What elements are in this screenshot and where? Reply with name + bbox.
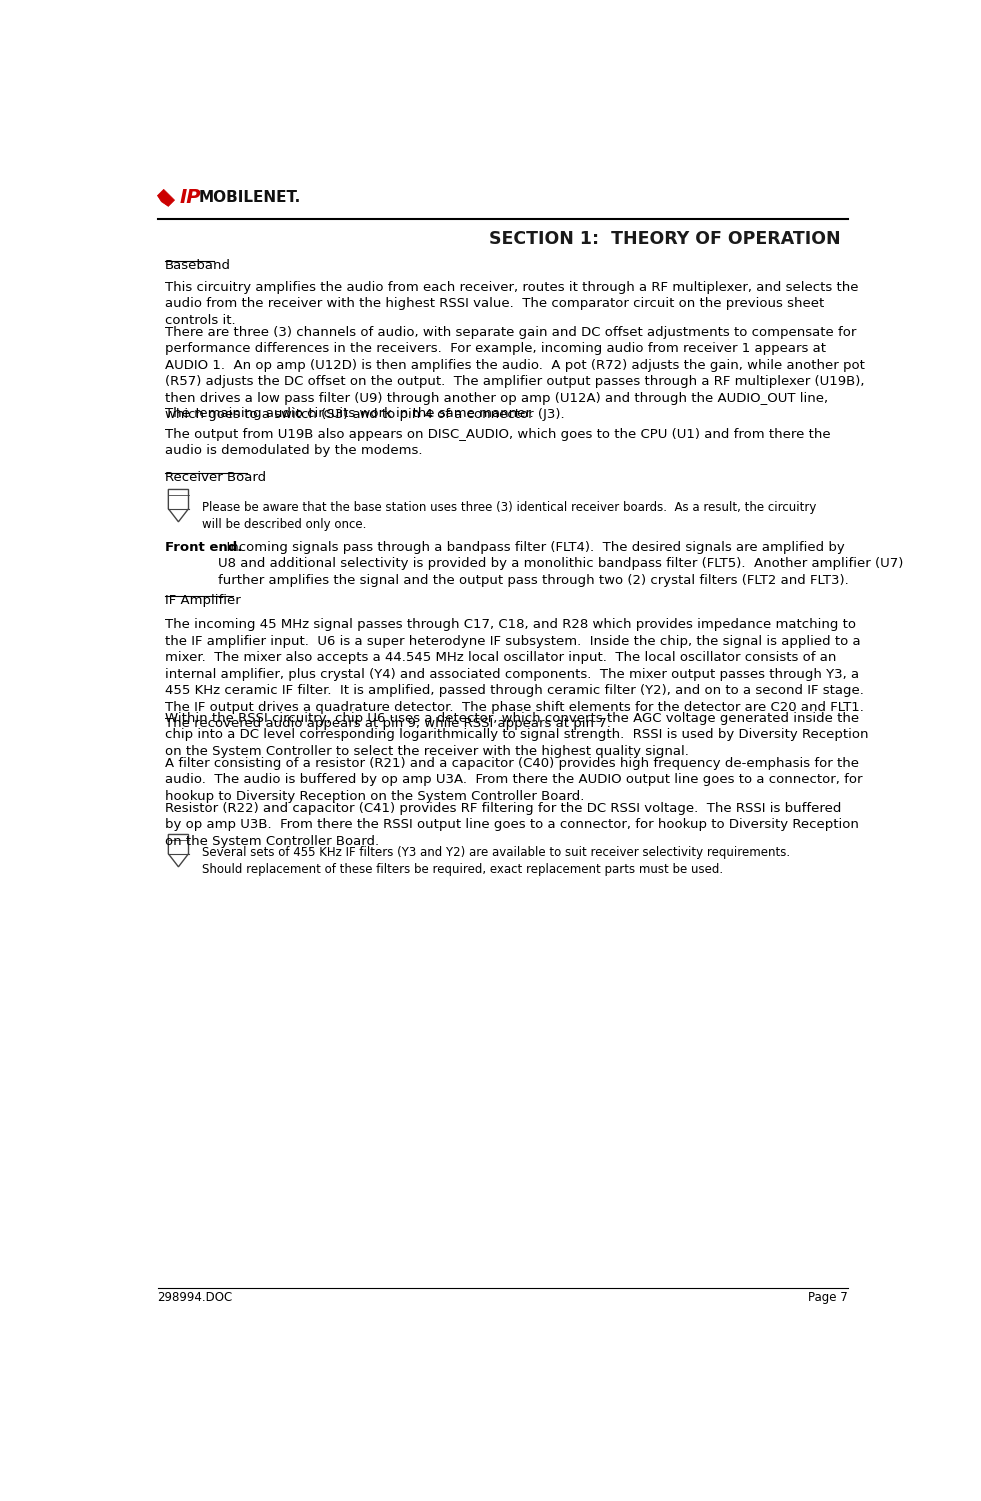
Text: IF Amplifier: IF Amplifier [165, 594, 241, 608]
Text: Resistor (R22) and capacitor (C41) provides RF filtering for the DC RSSI voltage: Resistor (R22) and capacitor (C41) provi… [165, 802, 859, 848]
Text: The incoming 45 MHz signal passes through C17, C18, and R28 which provides imped: The incoming 45 MHz signal passes throug… [165, 618, 864, 731]
Text: Page 7: Page 7 [808, 1291, 848, 1303]
Text: SECTION 1:  THEORY OF OPERATION: SECTION 1: THEORY OF OPERATION [489, 230, 841, 248]
Text: A filter consisting of a resistor (R21) and a capacitor (C40) provides high freq: A filter consisting of a resistor (R21) … [165, 757, 862, 803]
Text: Please be aware that the base station uses three (3) identical receiver boards. : Please be aware that the base station us… [202, 501, 817, 530]
Text: There are three (3) channels of audio, with separate gain and DC offset adjustme: There are three (3) channels of audio, w… [165, 326, 865, 422]
Text: The output from U19B also appears on DISC_AUDIO, which goes to the CPU (U1) and : The output from U19B also appears on DIS… [165, 428, 831, 458]
Text: The remaining audio circuits work in the same manner.: The remaining audio circuits work in the… [165, 407, 534, 420]
Text: Receiver Board: Receiver Board [165, 471, 267, 485]
Text: Baseband: Baseband [165, 258, 232, 272]
Text: Several sets of 455 KHz IF filters (Y3 and Y2) are available to suit receiver se: Several sets of 455 KHz IF filters (Y3 a… [202, 847, 791, 875]
Text: This circuitry amplifies the audio from each receiver, routes it through a RF mu: This circuitry amplifies the audio from … [165, 281, 858, 327]
Text: Within the RSSI circuitry, chip U6 uses a detector, which converts the AGC volta: Within the RSSI circuitry, chip U6 uses … [165, 711, 869, 758]
Text: Incoming signals pass through a bandpass filter (FLT4).  The desired signals are: Incoming signals pass through a bandpass… [218, 540, 904, 587]
Text: Front end.: Front end. [165, 540, 242, 554]
Text: IP: IP [180, 188, 201, 207]
Polygon shape [158, 195, 169, 206]
Polygon shape [158, 189, 175, 206]
Text: 298994.DOC: 298994.DOC [158, 1291, 232, 1303]
Text: MOBILENET.: MOBILENET. [198, 191, 301, 206]
